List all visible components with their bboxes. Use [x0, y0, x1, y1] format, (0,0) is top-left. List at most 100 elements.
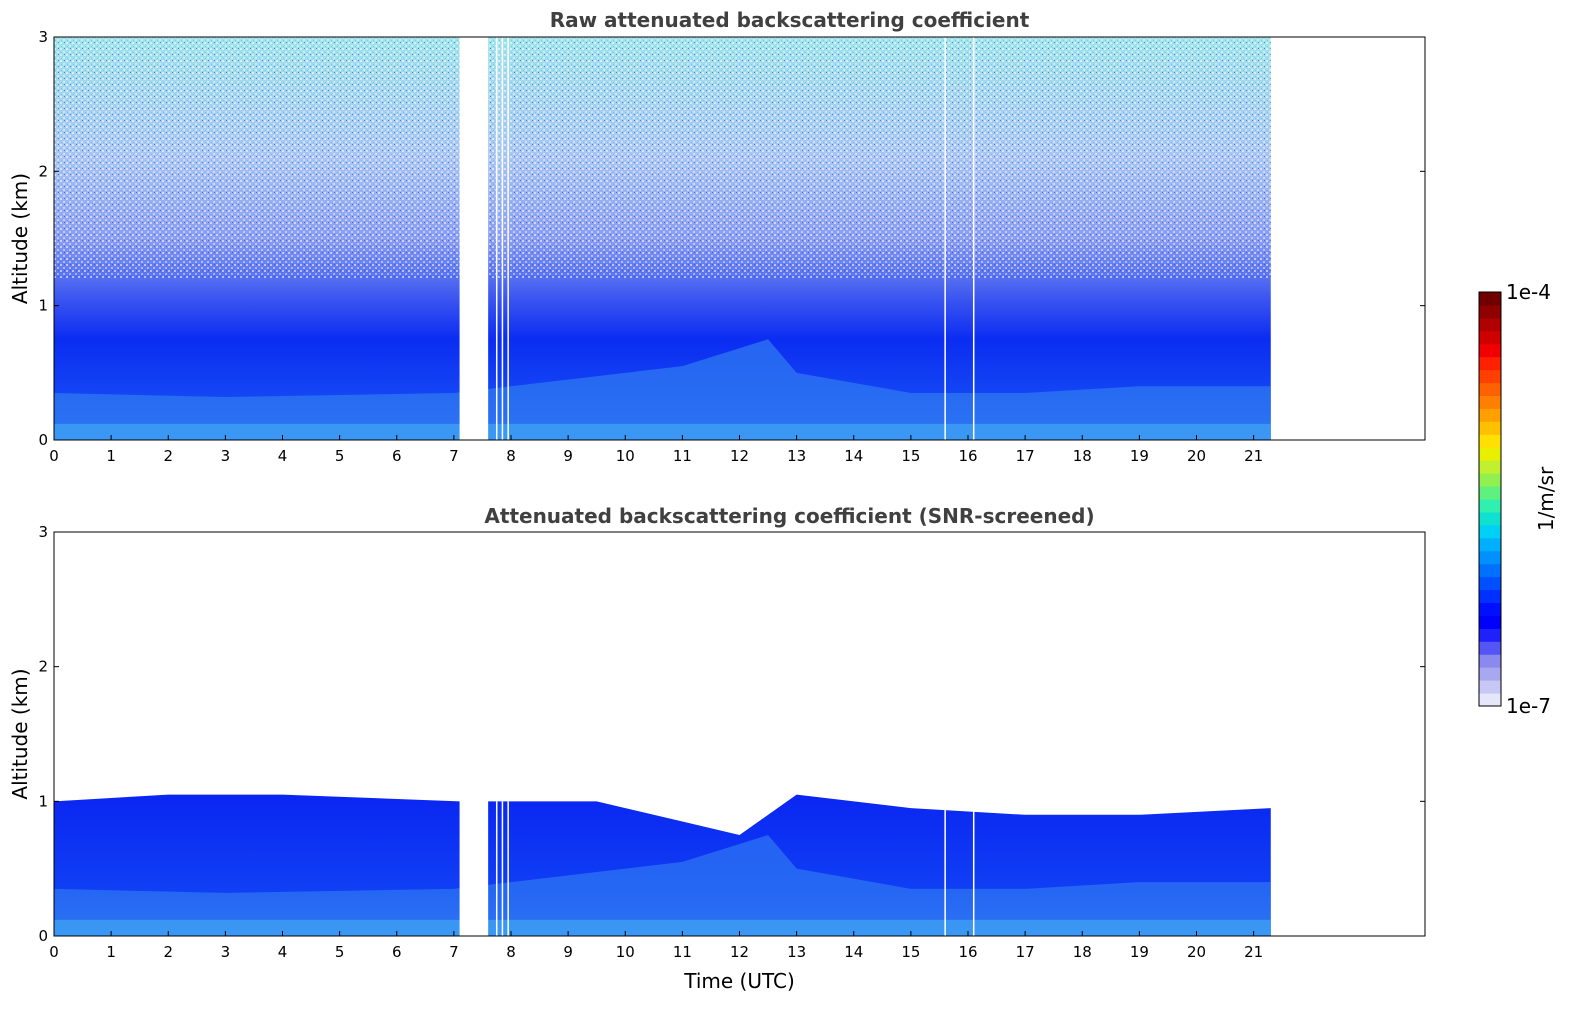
- x-tick-label: 1: [106, 943, 116, 961]
- x-tick-label: 12: [730, 943, 749, 961]
- colorbar-segment: [1479, 641, 1501, 655]
- x-tick-label: 9: [563, 447, 573, 465]
- x-tick-label: 3: [221, 447, 231, 465]
- chart-title: Attenuated backscattering coefficient (S…: [484, 504, 1094, 528]
- x-tick-label: 17: [1016, 943, 1035, 961]
- colorbar-segment: [1479, 317, 1501, 332]
- colorbar-segment: [1479, 576, 1501, 591]
- surface-layer: [54, 919, 1271, 936]
- colorbar-segment: [1479, 589, 1501, 603]
- colorbar-segment: [1479, 343, 1501, 358]
- data-gap: [459, 532, 489, 936]
- x-tick-label: 19: [1130, 943, 1149, 961]
- x-tick-label: 0: [49, 943, 59, 961]
- colorbar-segment: [1479, 304, 1501, 319]
- x-tick-label: 14: [844, 447, 863, 465]
- x-tick-label: 11: [673, 943, 692, 961]
- x-tick-label: 16: [958, 943, 977, 961]
- y-axis-label: Altitude (km): [8, 173, 32, 304]
- x-tick-label: 5: [335, 447, 345, 465]
- colorbar-segment: [1479, 680, 1501, 694]
- colorbar-segment: [1479, 602, 1501, 616]
- x-tick-label: 10: [616, 447, 635, 465]
- x-tick-label: 21: [1244, 447, 1263, 465]
- x-tick-label: 6: [392, 943, 402, 961]
- x-tick-label: 18: [1073, 447, 1092, 465]
- colorbar-segment: [1479, 330, 1501, 345]
- x-tick-label: 4: [278, 447, 288, 465]
- x-tick-label: 9: [563, 943, 573, 961]
- x-tick-label: 15: [901, 943, 920, 961]
- colorbar-segment: [1479, 473, 1501, 487]
- x-tick-label: 1: [106, 447, 116, 465]
- x-tick-label: 20: [1187, 447, 1206, 465]
- x-axis-label: Time (UTC): [683, 969, 795, 993]
- x-tick-label: 5: [335, 943, 345, 961]
- colorbar-segment: [1479, 628, 1501, 642]
- x-tick-label: 3: [221, 943, 231, 961]
- data-gap: [459, 37, 489, 440]
- x-tick-label: 7: [449, 447, 459, 465]
- x-tick-label: 2: [163, 447, 173, 465]
- x-tick-label: 13: [787, 447, 806, 465]
- colorbar-segment: [1479, 395, 1501, 409]
- x-tick-label: 20: [1187, 943, 1206, 961]
- x-tick-label: 2: [163, 943, 173, 961]
- y-axis-label: Altitude (km): [8, 668, 32, 799]
- x-tick-label: 12: [730, 447, 749, 465]
- y-tick-label: 1: [38, 297, 48, 315]
- panel-screened: 0 1 2 3 4 5 6 7 8 9 10 11 12 13 14 15 16 17 18 19 20 210123At…: [8, 504, 1426, 993]
- colorbar-segment: [1479, 382, 1501, 396]
- colorbar-segment: [1479, 537, 1501, 552]
- x-tick-label: 4: [278, 943, 288, 961]
- x-tick-label: 8: [506, 447, 516, 465]
- boundary-layer: [54, 835, 1271, 936]
- colorbar-max-label: 1e-4: [1506, 280, 1551, 304]
- colorbar-segment: [1479, 524, 1501, 539]
- x-tick-label: 17: [1016, 447, 1035, 465]
- x-tick-label: 6: [392, 447, 402, 465]
- y-tick-label: 1: [38, 792, 48, 810]
- colorbar-label: 1/m/sr: [1534, 466, 1558, 531]
- y-tick-label: 3: [38, 523, 48, 541]
- y-tick-label: 2: [38, 162, 48, 180]
- colorbar-segment: [1479, 550, 1501, 565]
- colorbar-segment: [1479, 563, 1501, 578]
- colorbar-segment: [1479, 460, 1501, 474]
- colorbar-segment: [1479, 356, 1501, 371]
- colorbar-min-label: 1e-7: [1506, 694, 1551, 718]
- colorbar-segment: [1479, 654, 1501, 668]
- x-tick-label: 19: [1130, 447, 1149, 465]
- colorbar-segment: [1479, 292, 1501, 306]
- colorbar-segment: [1479, 667, 1501, 681]
- surface-layer: [54, 423, 1271, 440]
- panel-raw: 0 1 2 3 4 5 6 7 8 9 10 11 12 13 14 15 16 17 18 19 20 210123Ra…: [8, 8, 1426, 465]
- noise-texture: [54, 37, 1271, 279]
- colorbar-frame: [1478, 291, 1502, 707]
- x-tick-label: 13: [787, 943, 806, 961]
- y-tick-label: 2: [38, 658, 48, 676]
- colorbar-segment: [1479, 447, 1501, 461]
- colorbar-segment: [1479, 369, 1501, 384]
- colorbar-segment: [1479, 434, 1501, 448]
- y-tick-label: 0: [38, 927, 48, 945]
- boundary-layer: [54, 339, 1271, 440]
- chart-title: Raw attenuated backscattering coefficien…: [550, 8, 1030, 32]
- x-tick-label: 10: [616, 943, 635, 961]
- colorbar-segment: [1479, 408, 1501, 422]
- x-tick-label: 16: [958, 447, 977, 465]
- colorbar: [1478, 291, 1502, 707]
- colorbar-segment: [1479, 693, 1501, 707]
- x-tick-label: 15: [901, 447, 920, 465]
- colorbar-segment: [1479, 499, 1501, 513]
- colorbar-segment: [1479, 486, 1501, 500]
- plot-area: [54, 532, 1271, 936]
- x-tick-label: 21: [1244, 943, 1263, 961]
- x-tick-label: 18: [1073, 943, 1092, 961]
- colorbar-segment: [1479, 511, 1501, 526]
- x-tick-label: 11: [673, 447, 692, 465]
- x-tick-label: 7: [449, 943, 459, 961]
- y-tick-label: 3: [38, 28, 48, 46]
- colorbar-segment: [1479, 421, 1501, 435]
